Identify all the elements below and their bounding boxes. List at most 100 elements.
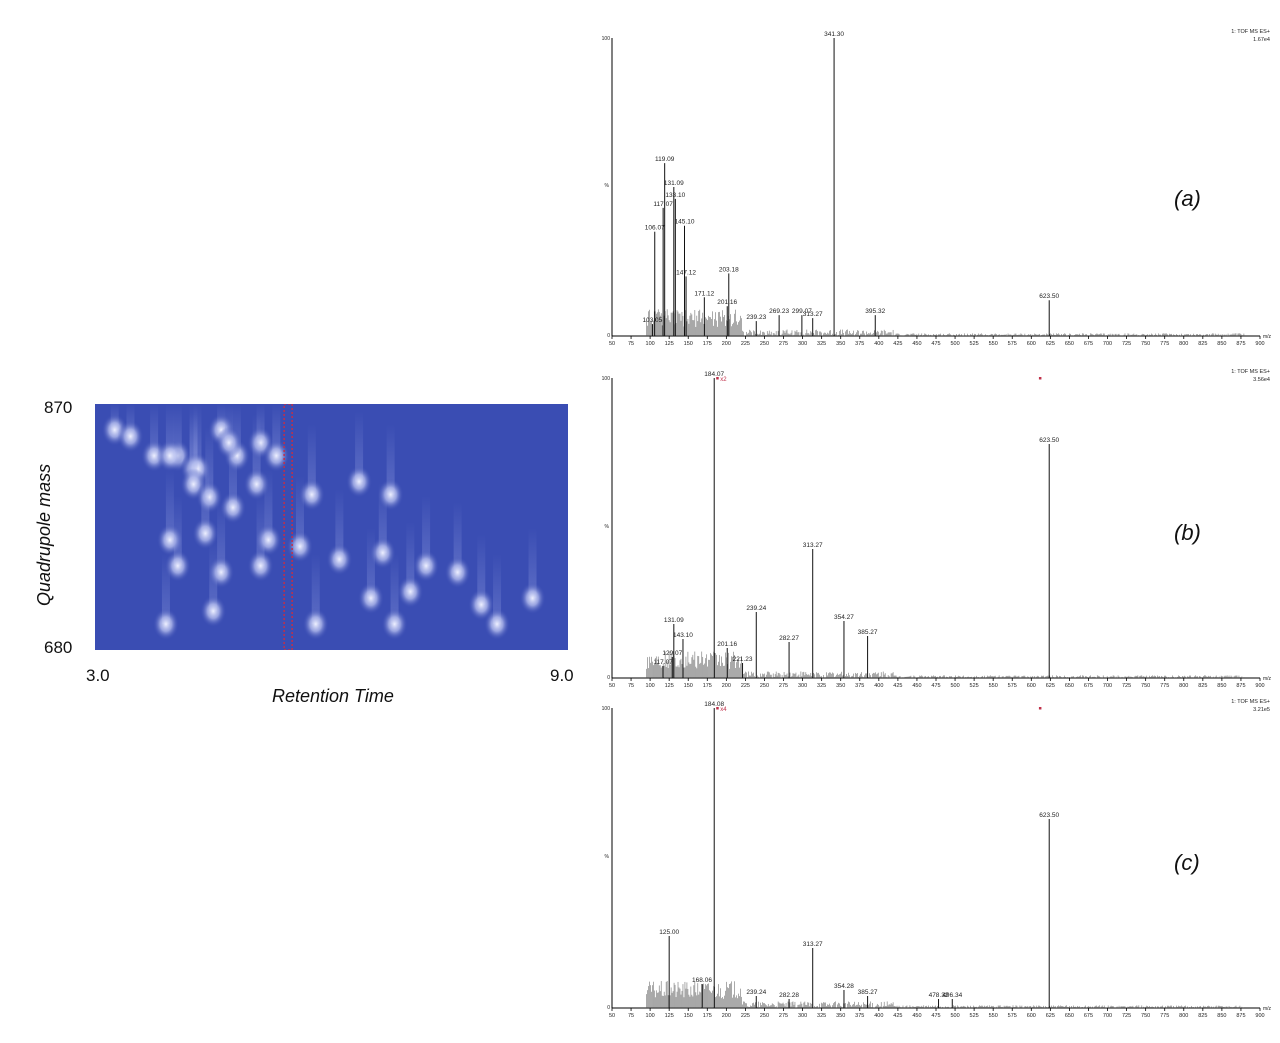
spectrum-x-tick-label: 775 [1160,683,1169,689]
heatmap-y-label: Quadrupole mass [34,463,54,606]
spectrum-x-tick-label: 650 [1065,1013,1074,1019]
spectrum-a-plot: 1: TOF MS ES+ 1.67e4 100% 0 50 75 100 125 150 175… [602,29,1272,347]
spectrum-a: 1: TOF MS ES+ 1.67e4 100% 0 50 75 100 125 150 175… [592,28,1280,347]
heatmap-spot [381,608,408,641]
spectrum-x-tick-label: 575 [1008,683,1017,689]
spectrum-x-tick-label: 875 [1236,1013,1245,1019]
spectrum-x-tick-label: 325 [817,1013,826,1019]
heatmap-spot [413,549,440,582]
heatmap-spot-trail [264,469,273,540]
spectrum-peak-label: 184.07 [704,371,724,378]
spectrum-x-tick-label: 50 [609,683,615,689]
spectrum-x-tick-label: 525 [970,683,979,689]
heatmap-spot [263,439,290,472]
spectrum-peak-label: 623.50 [1039,293,1059,300]
heatmap-spot-trail [528,528,537,599]
spectrum-x-tick-label: 425 [893,1013,902,1019]
heatmap-spot [484,608,511,641]
spectrum-x-tick-label: 300 [798,1013,807,1019]
heatmap-spot-trail [165,404,174,456]
spectrum-peak-label: 106.07 [645,225,665,232]
spectrum-peak-label: 239.24 [746,605,766,612]
heatmap-spot [152,608,179,641]
spectrum-x-tick-label: 150 [684,683,693,689]
spectrum-x-tick-label: 725 [1122,341,1131,346]
heatmap-spot-trail [205,427,214,498]
spectrum-peak-label: 385.27 [858,989,878,996]
spectrum-x-tick-label: 800 [1179,683,1188,689]
spectrum-peak-label: 269.23 [769,308,789,315]
heatmap-spot-trail [493,554,502,625]
heatmap-spot-trail [126,404,135,437]
heatmap-spot-trail [477,534,486,605]
spectrum-peak-label: 395.32 [865,308,885,315]
spectrum-y-label: % [605,524,610,530]
spectrum-x-tick-label: 200 [722,1013,731,1019]
spectrum-x-tick-label: 150 [684,1013,693,1019]
heatmap-spot [298,478,325,511]
spectrum-peak-label: 203.18 [719,266,739,273]
spectrum-peak-label: 117.07 [653,659,673,666]
heatmap-spot-trail [201,463,210,534]
spectrum-peak-label: 103.05 [642,317,662,324]
spectrum-peak-label: 313.27 [803,542,823,549]
spectrum-x-tick-label: 650 [1065,341,1074,346]
panel-label-b: (b) [1174,520,1201,545]
heatmap-spot-trail [386,424,395,495]
spectrum-x-tick-label: 500 [950,683,959,689]
spectrum-x-tick-label: 775 [1160,1013,1169,1019]
heatmap-spot [346,465,373,498]
spectrum-x-tick-label: 850 [1217,1013,1226,1019]
spectrum-x-tick-label: 125 [665,1013,674,1019]
spectrum-peak-label: 354.28 [834,983,854,990]
spectrum-x-tick-label: 700 [1103,1013,1112,1019]
heatmap-spot-trail [311,554,320,625]
heatmap-spot-trail [295,476,304,547]
panel-label-c: (c) [1174,850,1200,875]
heatmap-highlight-band [283,404,293,650]
spectrum-x-tick-label: 600 [1027,341,1036,346]
spectrum-peak-label: 478.32 [929,992,949,999]
spectrum-peak-label: 221.23 [733,656,753,663]
spectrum-x-tick-label: 350 [836,341,845,346]
spectrum-x-tick-label: 200 [722,341,731,346]
spectrum-peak-label: 313.27 [803,941,823,948]
spectrum-x-tick-label: 825 [1198,683,1207,689]
heatmap-spot-trail [150,404,159,456]
spectrum-x-tick-label: 850 [1217,683,1226,689]
spectrum-peak-label: 282.27 [779,635,799,642]
spectrum-x-tick-label: 75 [628,341,634,346]
spectrum-x-tick-label: 750 [1141,683,1150,689]
spectrum-x-tick-label: 675 [1084,683,1093,689]
spectrum-x-tick-label: 775 [1160,341,1169,346]
heatmap-spot [219,491,246,524]
spectrum-magnification: x4 [720,707,727,713]
heatmap-spot [200,595,227,628]
spectrum-x-tick-label: 675 [1084,1013,1093,1019]
spectrum-x-tick-label: 375 [855,341,864,346]
spectrum-peak-label: 299.07 [792,308,812,315]
heatmap-spot-trail [252,414,261,485]
spectrum-x-tick-label: 525 [970,1013,979,1019]
spectrum-x-tick-label: 900 [1255,1013,1264,1019]
spectrum-x-tick-label: 300 [798,683,807,689]
heatmap-spot [117,420,144,453]
spectrum-x-tick-label: 100 [646,341,655,346]
spectrum-y-tick-0: 0 [607,1005,610,1011]
heatmap-spot-trail [209,541,218,612]
spectrum-b-plot: 1: TOF MS ES+ 3.56e4 100% 0 50 75 100 125 150 175… [602,369,1272,689]
spectrum-x-tick-label: 200 [722,683,731,689]
spectrum-x-label: m/z [1263,676,1272,682]
spectrum-x-tick-label: 100 [646,683,655,689]
spectrum-x-tick-label: 800 [1179,341,1188,346]
spectrum-y-label: % [605,183,610,189]
spectrum-header-scale: 1.67e4 [1253,37,1270,43]
spectrum-x-tick-label: 725 [1122,683,1131,689]
spectrum-peak-label: 117.07 [653,201,673,208]
spectrum-c: 1: TOF MS ES+ 3.21e5 100% 0 50 75 100 125 150 175… [592,698,1280,1024]
spectrum-y-tick-100: 100 [602,706,611,712]
heatmap-y-tick-bottom: 680 [44,638,73,657]
spectrum-x-tick-label: 250 [760,341,769,346]
heatmap-spot-trail [355,411,364,482]
heatmap-spot [444,556,471,589]
